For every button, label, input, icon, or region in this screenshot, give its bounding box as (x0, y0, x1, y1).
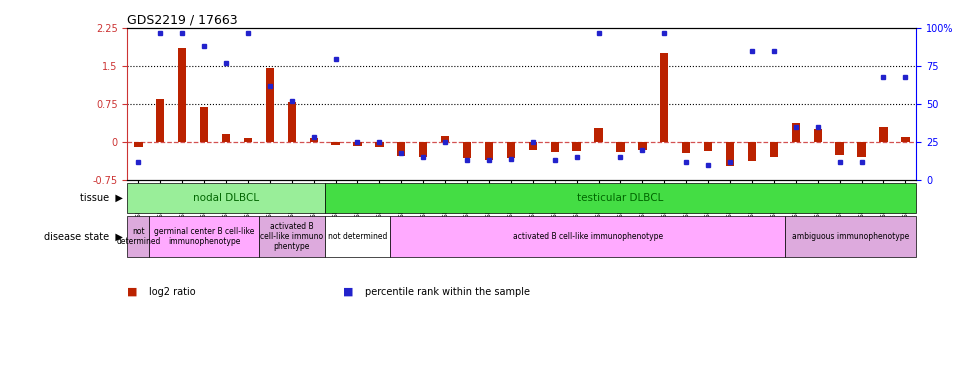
Bar (551, 142, 559, 152)
Bar (324, 183, 916, 213)
Bar (813, 129, 822, 142)
Bar (149, 216, 259, 257)
Bar (127, 216, 149, 257)
Bar (463, 142, 471, 158)
Bar (682, 142, 690, 153)
Bar (156, 99, 165, 142)
Bar (397, 142, 406, 156)
Text: ■: ■ (343, 287, 354, 297)
Bar (485, 142, 493, 160)
Text: not determined: not determined (327, 232, 387, 241)
Bar (704, 142, 712, 151)
Text: disease state  ▶: disease state ▶ (44, 231, 122, 242)
Bar (259, 216, 324, 257)
Bar (858, 142, 865, 157)
Bar (507, 142, 515, 158)
Bar (324, 216, 390, 257)
Bar (572, 142, 581, 151)
Text: nodal DLBCL: nodal DLBCL (193, 193, 259, 203)
Bar (748, 142, 757, 161)
Bar (354, 142, 362, 146)
Text: not
determined: not determined (117, 227, 161, 246)
Bar (331, 142, 340, 145)
Bar (616, 142, 624, 152)
Bar (221, 135, 230, 142)
Bar (792, 123, 800, 142)
Bar (528, 142, 537, 150)
Bar (661, 54, 668, 142)
Bar (835, 142, 844, 154)
Text: tissue  ▶: tissue ▶ (79, 193, 122, 203)
Bar (244, 138, 252, 142)
Bar (390, 216, 785, 257)
Text: ■: ■ (127, 287, 138, 297)
Bar (441, 136, 449, 142)
Text: log2 ratio: log2 ratio (149, 287, 196, 297)
Text: ambiguous immunophenotype: ambiguous immunophenotype (792, 232, 909, 241)
Text: activated B cell-like immunophenotype: activated B cell-like immunophenotype (513, 232, 662, 241)
Bar (127, 183, 324, 213)
Text: percentile rank within the sample: percentile rank within the sample (365, 287, 529, 297)
Bar (200, 106, 209, 142)
Bar (287, 102, 296, 142)
Bar (375, 142, 383, 147)
Bar (879, 127, 888, 142)
Text: germinal center B cell-like
immunophenotype: germinal center B cell-like immunophenot… (154, 227, 254, 246)
Bar (266, 68, 274, 142)
Bar (310, 138, 318, 142)
Bar (419, 142, 427, 157)
Bar (134, 142, 142, 147)
Bar (769, 142, 778, 157)
Bar (785, 216, 916, 257)
Bar (726, 142, 734, 166)
Text: activated B
cell-like immuno
phentype: activated B cell-like immuno phentype (261, 222, 323, 251)
Bar (902, 137, 909, 142)
Text: GDS2219 / 17663: GDS2219 / 17663 (127, 14, 238, 27)
Bar (638, 142, 647, 150)
Bar (595, 128, 603, 142)
Text: testicular DLBCL: testicular DLBCL (577, 193, 663, 203)
Bar (178, 48, 186, 142)
